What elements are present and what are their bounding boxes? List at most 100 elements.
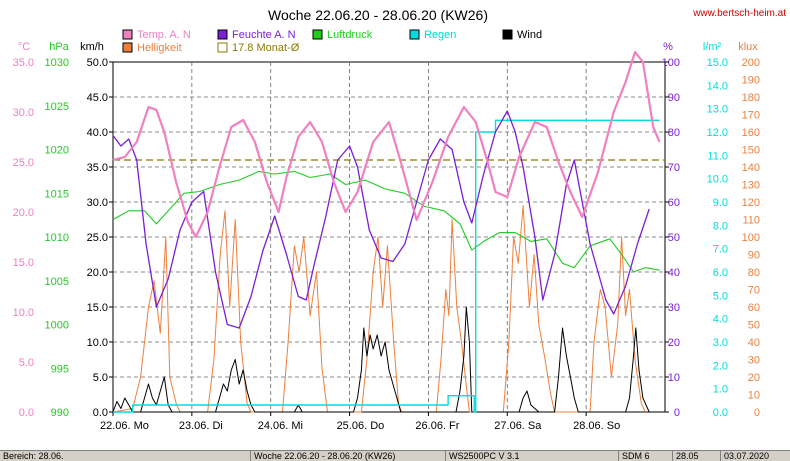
axis-tick-pct: 80: [668, 127, 680, 139]
axis-tick-pct: 0: [674, 407, 680, 419]
axis-pct: 0 10 20 30 40 50 60 70 80 90 100%: [662, 41, 680, 419]
legend-label: Regen: [424, 29, 456, 41]
axis-tick-temp: 0.0: [19, 407, 34, 419]
axis-tick-temp: 5.0: [19, 357, 34, 369]
axis-tick-lm2: 13.0: [707, 104, 728, 116]
axis-tick-lm2: 15.0: [707, 57, 728, 69]
axis-tick-temp: 35.0: [13, 57, 34, 69]
x-tick-labels: 22.06. Mo 23.06. Di 24.06. Mi 25.06. Do 26.0…: [100, 412, 620, 432]
axis-tick-lm2: 3.0: [713, 337, 728, 349]
axis-tick-klux: 40: [748, 337, 760, 349]
status-value: 28.05: [672, 451, 699, 461]
axis-tick-lm2: 8.0: [713, 220, 728, 232]
legend-swatch: [122, 42, 133, 53]
axis-tick-kmh: 40.0: [87, 127, 108, 139]
legend-swatch: [122, 29, 133, 40]
axis-tick-pct: 60: [668, 197, 680, 209]
axis-tick-klux: 100: [742, 232, 760, 244]
axis-tick-pct: 90: [668, 92, 680, 104]
legend-swatch: [217, 42, 228, 53]
legend-label: Temp. A. N: [137, 29, 191, 41]
status-bar: Bereich: 28.06. Woche 22.06.20 - 28.06.2…: [0, 450, 790, 461]
axis-tick-lm2: 11.0: [707, 150, 728, 162]
axis-unit-temp: °C: [18, 41, 30, 53]
status-date: 03.07.2020: [720, 451, 769, 461]
axis-tick-hpa: 1000: [45, 320, 69, 332]
x-tick-label: 27.06. Sa: [494, 420, 542, 432]
legend-swatch: [312, 29, 323, 40]
axis-tick-hpa: 1010: [45, 232, 69, 244]
x-tick-label: 28.06. So: [573, 420, 620, 432]
status-version: WS2500PC V 3.1: [445, 451, 520, 461]
axis-tick-hpa: 1015: [45, 188, 69, 200]
axis-klux: 0 10 20 30 40 50 60 70 80 90 100 110 120 130 140 150 160…: [738, 41, 760, 419]
series-line-kmh: [112, 306, 650, 413]
axis-lm2: 0.0 1.0 2.0 3.0 4.0 5.0 6.0 7.0 8.0 9.0 10.0 11.0 12…: [703, 41, 728, 419]
legend-label: 17.8 Monat-Ø: [232, 42, 300, 54]
axis-tick-temp: 30.0: [13, 107, 34, 119]
axis-tick-lm2: 10.0: [707, 174, 728, 186]
axis-tick-klux: 180: [742, 92, 760, 104]
axis-tick-hpa: 1020: [45, 145, 69, 157]
axis-tick-lm2: 1.0: [713, 384, 728, 396]
axis-tick-lm2: 14.0: [707, 80, 728, 92]
series-line-hpa: [112, 170, 660, 273]
axis-tick-pct: 20: [668, 337, 680, 349]
status-week: Woche 22.06.20 - 28.06.20 (KW26): [250, 451, 395, 461]
axis-hpa: 990 995 1000 1005 1010 1015 1020 1025 1030 hPa: [45, 41, 70, 419]
status-range: Bereich: 28.06.: [3, 451, 64, 461]
axis-tick-lm2: 6.0: [713, 267, 728, 279]
series-line-temp: [112, 50, 661, 239]
axis-tick-klux: 120: [742, 197, 760, 209]
axis-tick-pct: 50: [668, 232, 680, 244]
axis-tick-klux: 160: [742, 127, 760, 139]
axis-tick-kmh: 35.0: [87, 162, 108, 174]
axis-tick-klux: 130: [742, 180, 760, 192]
axis-tick-klux: 110: [742, 215, 760, 227]
axis-tick-hpa: 1030: [45, 57, 69, 69]
axis-tick-kmh: 50.0: [87, 57, 108, 69]
axis-tick-pct: 40: [668, 267, 680, 279]
chart-title: Woche 22.06.20 - 28.06.20 (KW26): [268, 7, 488, 23]
legend-item: Helligkeit: [122, 42, 182, 54]
axes: 0.0 5.0 10.0 15.0 20.0 25.0 30.0 35.0 °C 990 995 10…: [13, 41, 760, 419]
axis-tick-temp: 20.0: [13, 207, 34, 219]
axis-tick-temp: 15.0: [13, 257, 34, 269]
legend-swatch: [409, 29, 420, 40]
legend: Temp. A. N Feuchte A. N Luftdruck Regen Wind…: [122, 29, 542, 54]
legend-item: Feuchte A. N: [217, 29, 296, 41]
axis-tick-klux: 140: [742, 162, 760, 174]
axis-tick-temp: 25.0: [13, 157, 34, 169]
axis-tick-klux: 190: [742, 75, 760, 87]
legend-swatch: [217, 29, 228, 40]
axis-tick-kmh: 45.0: [87, 92, 108, 104]
legend-item: Regen: [409, 29, 456, 41]
axis-tick-kmh: 25.0: [87, 232, 108, 244]
axis-kmh: 0.0 5.0 10.0 15.0 20.0 25.0 30.0 35.0 40.0 45.0 50…: [80, 41, 113, 419]
axis-tick-pct: 30: [668, 302, 680, 314]
series-line-pct: [112, 110, 650, 329]
axis-tick-hpa: 995: [51, 363, 69, 375]
legend-swatch: [502, 29, 513, 40]
axis-unit-kmh: km/h: [80, 41, 104, 53]
axis-tick-klux: 30: [748, 355, 760, 367]
axis-tick-kmh: 5.0: [93, 372, 108, 384]
axis-tick-kmh: 0.0: [93, 407, 108, 419]
axis-tick-klux: 170: [742, 110, 760, 122]
axis-tick-klux: 10: [748, 390, 760, 402]
axis-tick-kmh: 20.0: [87, 267, 108, 279]
axis-tick-klux: 150: [742, 145, 760, 157]
legend-item: Luftdruck: [312, 29, 373, 41]
watermark-text: www.bertsch-heim.at: [692, 8, 786, 19]
axis-tick-klux: 90: [748, 250, 760, 262]
x-tick-label: 25.06. Do: [337, 420, 385, 432]
axis-tick-lm2: 4.0: [713, 314, 728, 326]
axis-tick-lm2: 9.0: [713, 197, 728, 209]
axis-tick-klux: 20: [748, 372, 760, 384]
axis-tick-klux: 0: [754, 407, 760, 419]
legend-label: Luftdruck: [327, 29, 373, 41]
axis-tick-pct: 10: [668, 372, 680, 384]
axis-tick-lm2: 0.0: [713, 407, 728, 419]
axis-tick-klux: 60: [748, 302, 760, 314]
axis-unit-hpa: hPa: [49, 41, 69, 53]
